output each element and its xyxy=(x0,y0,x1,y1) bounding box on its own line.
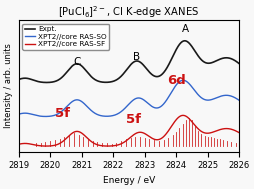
XPT2//core RAS-SF xyxy=(182,114,185,116)
Expt. xyxy=(42,81,45,84)
XPT2//core RAS-SF xyxy=(42,145,45,147)
Line: XPT2//core RAS-SO: XPT2//core RAS-SO xyxy=(19,80,239,116)
Y-axis label: Intensity / arb. units: Intensity / arb. units xyxy=(4,43,13,128)
Title: [PuCl$_6$]$^{2-}$, Cl K-edge XANES: [PuCl$_6$]$^{2-}$, Cl K-edge XANES xyxy=(58,4,200,20)
XPT2//core RAS-SO xyxy=(42,115,45,118)
XPT2//core RAS-SF xyxy=(102,145,105,147)
Expt. xyxy=(183,40,186,42)
Text: 5f: 5f xyxy=(126,113,141,126)
XPT2//core RAS-SO xyxy=(56,113,59,115)
Text: A: A xyxy=(182,24,189,34)
XPT2//core RAS-SF xyxy=(56,143,59,146)
Text: C: C xyxy=(73,57,81,67)
XPT2//core RAS-SF xyxy=(210,132,213,134)
Expt. xyxy=(238,63,241,65)
XPT2//core RAS-SO xyxy=(233,97,236,99)
XPT2//core RAS-SO xyxy=(182,79,185,81)
Expt. xyxy=(102,81,105,83)
Expt. xyxy=(45,81,48,84)
XPT2//core RAS-SF xyxy=(238,132,241,134)
Expt. xyxy=(17,78,20,81)
Expt. xyxy=(111,80,114,83)
XPT2//core RAS-SF xyxy=(233,129,236,132)
XPT2//core RAS-SF xyxy=(17,143,20,145)
XPT2//core RAS-SF xyxy=(45,145,48,147)
XPT2//core RAS-SO xyxy=(102,115,105,117)
XPT2//core RAS-SO xyxy=(44,115,47,118)
Line: XPT2//core RAS-SF: XPT2//core RAS-SF xyxy=(19,115,239,146)
XPT2//core RAS-SO xyxy=(210,98,213,101)
X-axis label: Energy / eV: Energy / eV xyxy=(103,176,155,185)
XPT2//core RAS-SO xyxy=(17,113,20,115)
XPT2//core RAS-SO xyxy=(111,115,114,117)
Text: 5f: 5f xyxy=(55,107,70,120)
Legend: Expt., XPT2//core RAS-SO, XPT2//core RAS-SF: Expt., XPT2//core RAS-SO, XPT2//core RAS… xyxy=(22,24,109,50)
Expt. xyxy=(56,80,59,82)
Text: 6d: 6d xyxy=(167,74,186,87)
XPT2//core RAS-SO xyxy=(238,99,241,101)
Line: Expt.: Expt. xyxy=(19,41,239,82)
XPT2//core RAS-SF xyxy=(111,145,114,147)
Text: B: B xyxy=(133,52,140,62)
Expt. xyxy=(210,62,213,64)
Expt. xyxy=(233,60,236,62)
